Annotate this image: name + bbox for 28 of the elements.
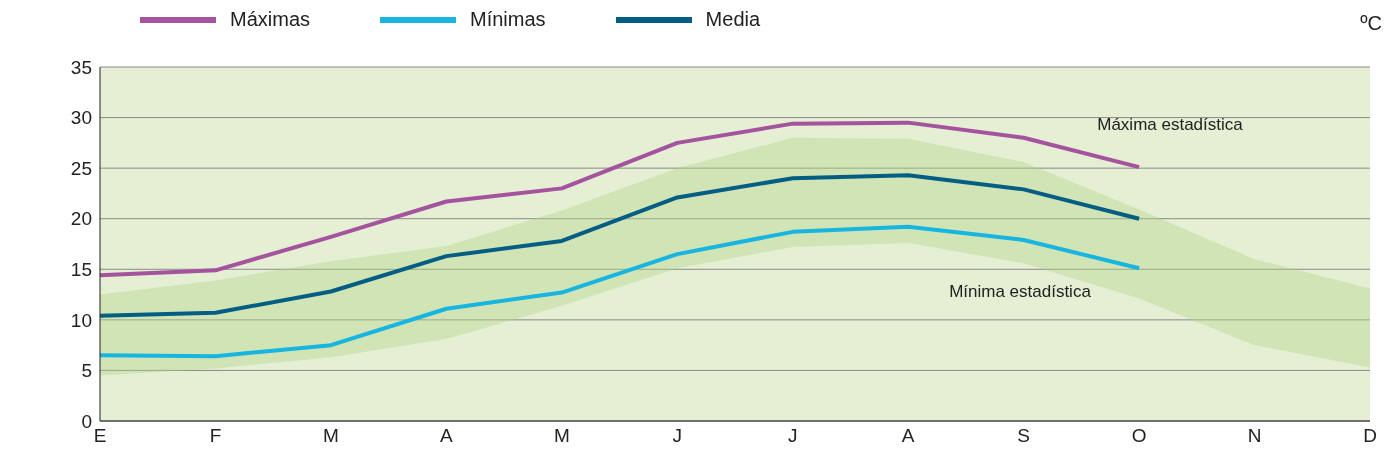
legend-label: Mínimas — [470, 8, 546, 31]
x-tick-label: E — [93, 425, 107, 447]
x-tick-label: O — [1131, 425, 1147, 447]
x-tick-label: A — [440, 425, 454, 447]
y-tick-label: 20 — [70, 208, 92, 230]
x-tick-label: J — [672, 425, 683, 447]
annotation: Máxima estadística — [1097, 115, 1244, 135]
annotation: Mínima estadística — [949, 282, 1092, 302]
x-tick-label: D — [1363, 425, 1377, 447]
legend-label: Máximas — [230, 8, 311, 31]
line-series — [98, 173, 1142, 318]
y-tick-label: 30 — [70, 107, 92, 129]
y-tick-label: 0 — [81, 410, 92, 432]
x-tick-label: M — [553, 425, 570, 447]
y-axis-title: ºC — [1360, 12, 1382, 34]
x-tick-label: F — [209, 425, 222, 447]
y-tick-label: 5 — [81, 360, 92, 382]
y-tick-label: 35 — [70, 56, 92, 78]
y-tick-label: 25 — [70, 157, 92, 179]
x-tick-label: A — [901, 425, 915, 447]
x-tick-label: M — [323, 425, 339, 447]
legend-label: Media — [705, 8, 761, 31]
line-series — [98, 224, 1142, 359]
y-tick-label: 10 — [70, 309, 92, 331]
x-tick-label: J — [787, 425, 798, 447]
x-tick-label: S — [1017, 425, 1030, 447]
x-tick-label: N — [1247, 425, 1262, 447]
y-tick-label: 15 — [70, 259, 92, 281]
